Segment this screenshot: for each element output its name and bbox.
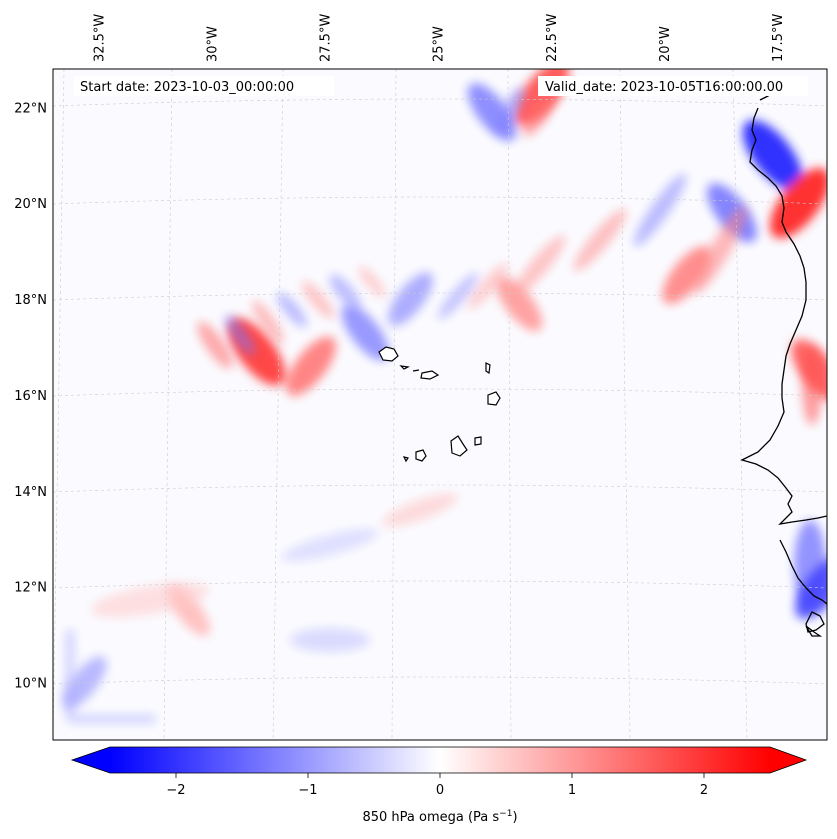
graticule (53, 69, 827, 740)
colorbar-tick-label: 2 (700, 783, 708, 798)
omega-positive-band (496, 276, 543, 332)
colorbar-tick-label: −2 (166, 783, 185, 798)
island-fogo (415, 449, 427, 462)
island-santo-antao (378, 346, 399, 362)
omega-negative-band (742, 120, 803, 191)
colorbar-min-extend (72, 747, 110, 773)
latitude-label: 16°N (14, 389, 47, 404)
colorbar-label-exponent: −1 (499, 809, 512, 819)
colorbar: −2 −1 0 1 2 850 hPa omega (Pa s−1) (70, 746, 808, 825)
colorbar-label-prefix: 850 hPa omega (Pa s (362, 810, 499, 825)
map-panel (53, 69, 827, 740)
longitude-label: 32.5°W (92, 14, 107, 62)
valid-date-box (538, 76, 808, 96)
colorbar-max-extend (770, 747, 806, 773)
longitude-labels: 32.5°W 30°W 27.5°W 25°W 22.5°W 20°W 17.5°W (92, 14, 786, 62)
colorbar-ticks: −2 −1 0 1 2 (166, 773, 708, 798)
colorbar-tick-label: −1 (298, 783, 317, 798)
cape-verde-islands (378, 346, 501, 463)
colorbar-label-suffix: ) (512, 810, 517, 825)
island-sal (485, 362, 491, 375)
colorbar-tick-label: 0 (436, 783, 444, 798)
omega-positive-band (286, 336, 336, 396)
island-sao-vicente (399, 365, 410, 370)
island-santa-luzia (412, 369, 420, 372)
omega-negative-band (707, 183, 757, 243)
omega-negative-band (341, 304, 389, 361)
latitude-label: 18°N (14, 293, 47, 308)
start-date-box (74, 76, 334, 96)
island-maio (474, 436, 482, 446)
colorbar-outline (70, 746, 808, 774)
longitude-label: 27.5°W (319, 14, 334, 62)
latitude-label: 12°N (14, 581, 47, 596)
island-brava (402, 456, 409, 463)
colorbar-gradient (110, 747, 770, 773)
valid-date-label: Valid_date: 2023-10-05T16:00:00.00 (545, 80, 783, 95)
latitude-label: 22°N (14, 101, 47, 116)
colorbar-label: 850 hPa omega (Pa s−1) (362, 809, 517, 825)
longitude-label: 30°W (205, 26, 220, 62)
latitude-label: 10°N (14, 676, 47, 691)
island-sao-nicolau (420, 370, 440, 380)
latitude-label: 14°N (14, 485, 47, 500)
longitude-label: 20°W (658, 26, 673, 62)
longitude-label: 22.5°W (545, 14, 560, 62)
latitude-label: 20°N (14, 197, 47, 212)
longitude-label: 17.5°W (771, 14, 786, 62)
longitude-label: 25°W (432, 26, 447, 62)
latitude-labels: 22°N 20°N 18°N 16°N 14°N 12°N 10°N (14, 101, 47, 691)
map-frame (52, 68, 828, 741)
start-date-label: Start date: 2023-10-03_00:00:00 (80, 80, 294, 95)
omega-positive-band (662, 246, 711, 304)
omega-negative-band (388, 272, 434, 326)
colorbar-tick-label: 1 (568, 783, 576, 798)
island-boa-vista (487, 391, 501, 406)
island-santiago (450, 435, 468, 457)
wave-texture (66, 83, 826, 723)
